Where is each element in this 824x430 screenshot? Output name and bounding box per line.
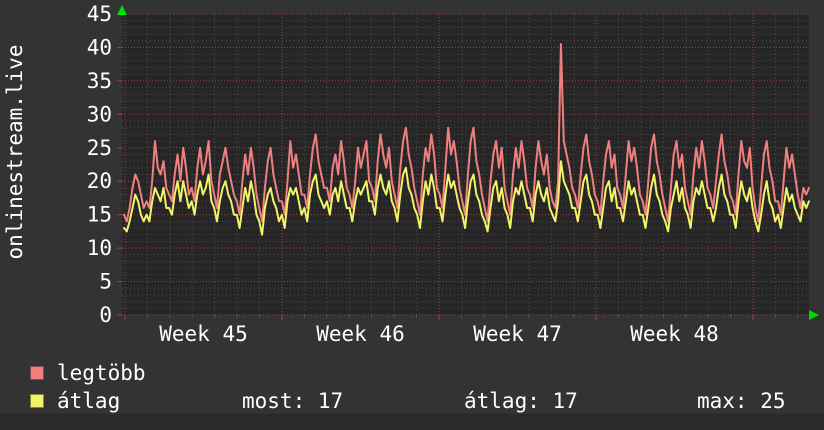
legend-swatch-atlag: [30, 394, 44, 408]
y-axis-label: 40: [87, 35, 112, 59]
y-axis-label: 10: [87, 236, 112, 260]
legend-label-atlag: átlag: [57, 389, 121, 413]
stat-most: most: 17: [242, 389, 344, 413]
legend-swatch-legtobb: [30, 366, 44, 380]
x-axis-week-label: Week 46: [316, 322, 405, 346]
y-axis-label: 25: [87, 136, 112, 160]
series-line-legtbb: [123, 43, 810, 223]
x-axis-week-label: Week 48: [630, 322, 719, 346]
chart-vertical-title: onlinestream.live: [3, 44, 27, 260]
y-axis-label: 5: [99, 270, 112, 294]
y-axis-label: 20: [87, 169, 112, 193]
stat-atlag: átlag: 17: [464, 389, 578, 413]
x-axis-week-label: Week 47: [473, 322, 562, 346]
axis-arrow-up-icon: [117, 5, 127, 15]
x-axis-week-label: Week 45: [159, 322, 248, 346]
axis-arrow-right-icon: [809, 310, 819, 320]
y-axis-label: 35: [87, 69, 112, 93]
y-axis-label: 30: [87, 102, 112, 126]
legend-label-legtobb: legtöbb: [57, 361, 146, 385]
y-axis-label: 45: [87, 2, 112, 26]
stat-max: max: 25: [697, 389, 786, 413]
bottom-strip: [0, 414, 824, 430]
series-line-tlag: [123, 160, 810, 236]
y-axis-label: 15: [87, 203, 112, 227]
y-axis-label: 0: [99, 303, 112, 327]
